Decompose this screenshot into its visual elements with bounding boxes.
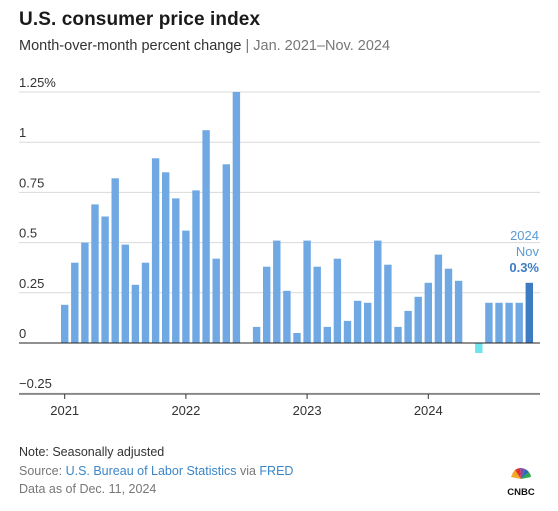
bar-mark bbox=[202, 130, 210, 343]
bar-mark bbox=[101, 216, 109, 343]
bar-mark bbox=[404, 310, 412, 343]
bar-mark bbox=[263, 266, 271, 343]
bar-mark bbox=[61, 304, 69, 343]
chart-subtitle: Month-over-month percent change | Jan. 202… bbox=[19, 38, 390, 54]
y-tick-label: 1.25% bbox=[19, 75, 56, 90]
source-prefix: Source: bbox=[19, 464, 66, 478]
bar-mark bbox=[444, 268, 453, 343]
bar-mark bbox=[343, 320, 352, 343]
source-fred-link[interactable]: FRED bbox=[259, 464, 294, 478]
data-as-of: Data as of Dec. 11, 2024 bbox=[19, 482, 157, 496]
y-tick-label: 0.75 bbox=[19, 175, 44, 190]
annotation-year: 2024 bbox=[510, 228, 539, 243]
annotation-month: Nov bbox=[516, 244, 540, 259]
bar-mark bbox=[454, 280, 463, 343]
y-tick-label: 0.5 bbox=[19, 226, 37, 241]
bar-mark bbox=[424, 282, 432, 343]
bar-mark bbox=[232, 92, 241, 343]
bar-mark bbox=[121, 244, 129, 343]
source-line: Source: U.S. Bureau of Labor Statistics … bbox=[19, 464, 293, 478]
footnote: Note: Seasonally adjusted bbox=[19, 445, 165, 459]
bar-mark bbox=[414, 296, 422, 343]
svg-text:CNBC: CNBC bbox=[507, 487, 535, 498]
bar-mark bbox=[283, 290, 291, 343]
bar-mark bbox=[293, 333, 301, 343]
bar-mark bbox=[384, 264, 392, 343]
y-tick-label: 0 bbox=[19, 326, 26, 341]
source-bls-link[interactable]: U.S. Bureau of Labor Statistics bbox=[65, 464, 237, 478]
bar-mark bbox=[374, 240, 382, 343]
bar-mark bbox=[141, 262, 150, 343]
bar-mark bbox=[505, 302, 513, 343]
subtitle-separator: | bbox=[245, 38, 250, 54]
bar-mark bbox=[485, 302, 493, 343]
bar-mark bbox=[212, 258, 220, 343]
bar-mark bbox=[323, 326, 331, 343]
bar-mark bbox=[192, 190, 200, 343]
bar-mark bbox=[71, 262, 79, 343]
subtitle-main: Month-over-month percent change bbox=[19, 38, 242, 54]
annotation-value: 0.3% bbox=[509, 260, 539, 275]
y-tick-label: 0.25 bbox=[19, 276, 44, 291]
bar-mark bbox=[495, 302, 503, 343]
x-tick-label: 2023 bbox=[293, 403, 322, 418]
bar-mark bbox=[313, 266, 321, 343]
x-tick-label: 2021 bbox=[50, 403, 79, 418]
bar-mark bbox=[364, 302, 372, 343]
y-tick-label: 1 bbox=[19, 125, 26, 140]
bar-mark bbox=[252, 326, 261, 343]
bar-mark bbox=[525, 282, 533, 343]
bar-mark bbox=[131, 284, 140, 343]
bar-mark bbox=[273, 240, 281, 343]
chart-title: U.S. consumer price index bbox=[19, 9, 261, 30]
cpi-bar-chart: 1.25% 1 0.75 0.5 0.25 0 −0.25 2021 2022 2023 2024 2… bbox=[19, 75, 540, 418]
bar-mark bbox=[182, 230, 190, 343]
x-tick-label: 2024 bbox=[414, 403, 443, 418]
bar-mark bbox=[475, 343, 483, 353]
bar-mark bbox=[394, 326, 402, 343]
cnbc-logo: CNBC bbox=[507, 467, 535, 498]
bar-mark bbox=[222, 164, 230, 343]
y-tick-label: −0.25 bbox=[19, 376, 52, 391]
bar-mark bbox=[515, 302, 523, 343]
bar-mark bbox=[353, 300, 362, 343]
source-mid: via bbox=[236, 464, 260, 478]
bar-mark bbox=[172, 198, 180, 343]
bar-mark bbox=[81, 242, 89, 343]
bar-mark bbox=[151, 158, 160, 343]
subtitle-date-range: Jan. 2021–Nov. 2024 bbox=[253, 38, 391, 54]
x-tick-label: 2022 bbox=[171, 403, 200, 418]
bar-mark bbox=[91, 204, 99, 343]
bar-mark bbox=[162, 172, 170, 343]
bar-mark bbox=[333, 258, 342, 343]
bar-mark bbox=[111, 178, 119, 343]
bar-mark bbox=[434, 254, 443, 343]
bar-mark bbox=[303, 240, 311, 343]
